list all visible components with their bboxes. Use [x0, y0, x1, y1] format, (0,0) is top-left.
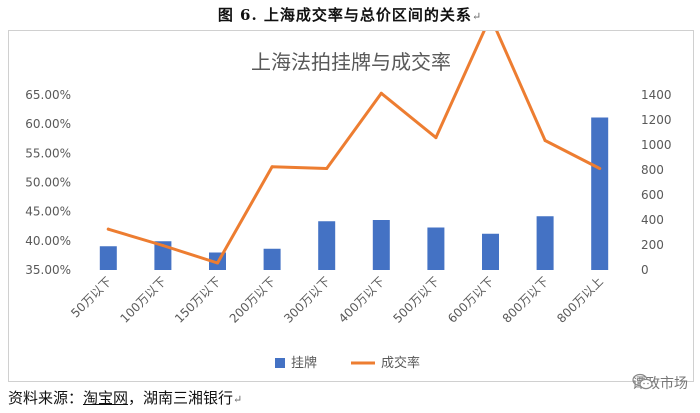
right-tick-label: 1400: [641, 88, 672, 102]
x-tick-label: 150万以下: [172, 274, 224, 326]
left-tick-label: 65.00%: [25, 88, 71, 102]
source-return-mark: ↵: [233, 393, 243, 406]
left-tick-label: 40.00%: [25, 234, 71, 248]
x-tick-label: 50万以下: [68, 274, 114, 320]
right-tick-label: 800: [641, 163, 664, 177]
right-tick-label: 1000: [641, 138, 672, 152]
x-tick-label: 600万以下: [445, 274, 497, 326]
source-note: 资料来源：淘宝网，湖南三湘银行↵: [8, 387, 242, 408]
watermark: 谭政市场: [632, 373, 688, 393]
legend-label-bar: 挂牌: [291, 355, 317, 371]
right-tick-label: 400: [641, 213, 664, 227]
right-tick-label: 200: [641, 238, 664, 252]
line-point: [161, 244, 165, 247]
legend: 挂牌 成交率: [275, 355, 420, 371]
x-tick-label: 200万以下: [227, 274, 279, 326]
bar: [263, 248, 281, 270]
bar: [536, 216, 554, 270]
return-mark: ↵: [471, 10, 483, 23]
source-suffix: ，湖南三湘银行: [128, 389, 234, 407]
figure-caption-text: 图 6. 上海成交率与总价区间的关系: [217, 6, 472, 24]
x-tick-label: 500万以下: [390, 274, 442, 326]
right-tick-label: 0: [641, 263, 649, 277]
bar: [318, 221, 336, 270]
legend-label-line: 成交率: [381, 355, 420, 371]
bar: [99, 246, 117, 270]
left-tick-label: 50.00%: [25, 176, 71, 190]
x-tick-label: 100万以下: [117, 274, 169, 326]
bar-series: [99, 117, 609, 270]
x-tick-label: 800万以下: [500, 274, 552, 326]
line-point: [325, 167, 329, 170]
line-series: [106, 31, 602, 265]
right-tick-label: 600: [641, 188, 664, 202]
left-tick-label: 35.00%: [25, 263, 71, 277]
chart-title: 上海法拍挂牌与成交率: [251, 50, 451, 74]
bar: [427, 227, 445, 270]
source-link[interactable]: 淘宝网: [83, 389, 129, 407]
line-point: [216, 261, 219, 265]
x-axis: 50万以下 100万以下 150万以下 200万以下 300万以下 400万以下 500万以…: [68, 274, 606, 326]
legend-swatch-bar: [275, 358, 285, 368]
source-prefix: 资料来源：: [8, 389, 84, 407]
figure-caption: 图 6. 上海成交率与总价区间的关系↵: [0, 4, 700, 25]
bar: [154, 241, 172, 270]
chart-svg: 上海法拍挂牌与成交率 35.00% 40.00% 45.00% 50.00% 55.00…: [25, 31, 672, 371]
line-path: [106, 31, 602, 265]
left-axis: 35.00% 40.00% 45.00% 50.00% 55.00% 60.00% 65.0…: [25, 88, 71, 277]
right-axis: 0 200 400 600 800 1000 1200 1400: [641, 88, 672, 277]
left-tick-label: 55.00%: [25, 146, 71, 160]
bar: [482, 233, 499, 270]
bar: [372, 220, 390, 270]
left-tick-label: 45.00%: [25, 205, 71, 219]
x-tick-label: 300万以下: [281, 274, 333, 326]
x-tick-label: 800万以上: [554, 274, 606, 326]
x-tick-label: 400万以下: [336, 274, 388, 326]
line-point: [270, 165, 274, 169]
chart-container: 上海法拍挂牌与成交率 35.00% 40.00% 45.00% 50.00% 55.00…: [8, 30, 694, 382]
line-point: [598, 167, 602, 170]
left-tick-label: 60.00%: [25, 117, 71, 131]
right-tick-label: 1200: [641, 113, 672, 127]
line-point: [434, 136, 438, 140]
line-point: [379, 91, 383, 95]
wechat-icon: [632, 373, 653, 390]
line-point: [106, 227, 110, 231]
bar: [591, 117, 609, 270]
line-point: [543, 139, 547, 142]
